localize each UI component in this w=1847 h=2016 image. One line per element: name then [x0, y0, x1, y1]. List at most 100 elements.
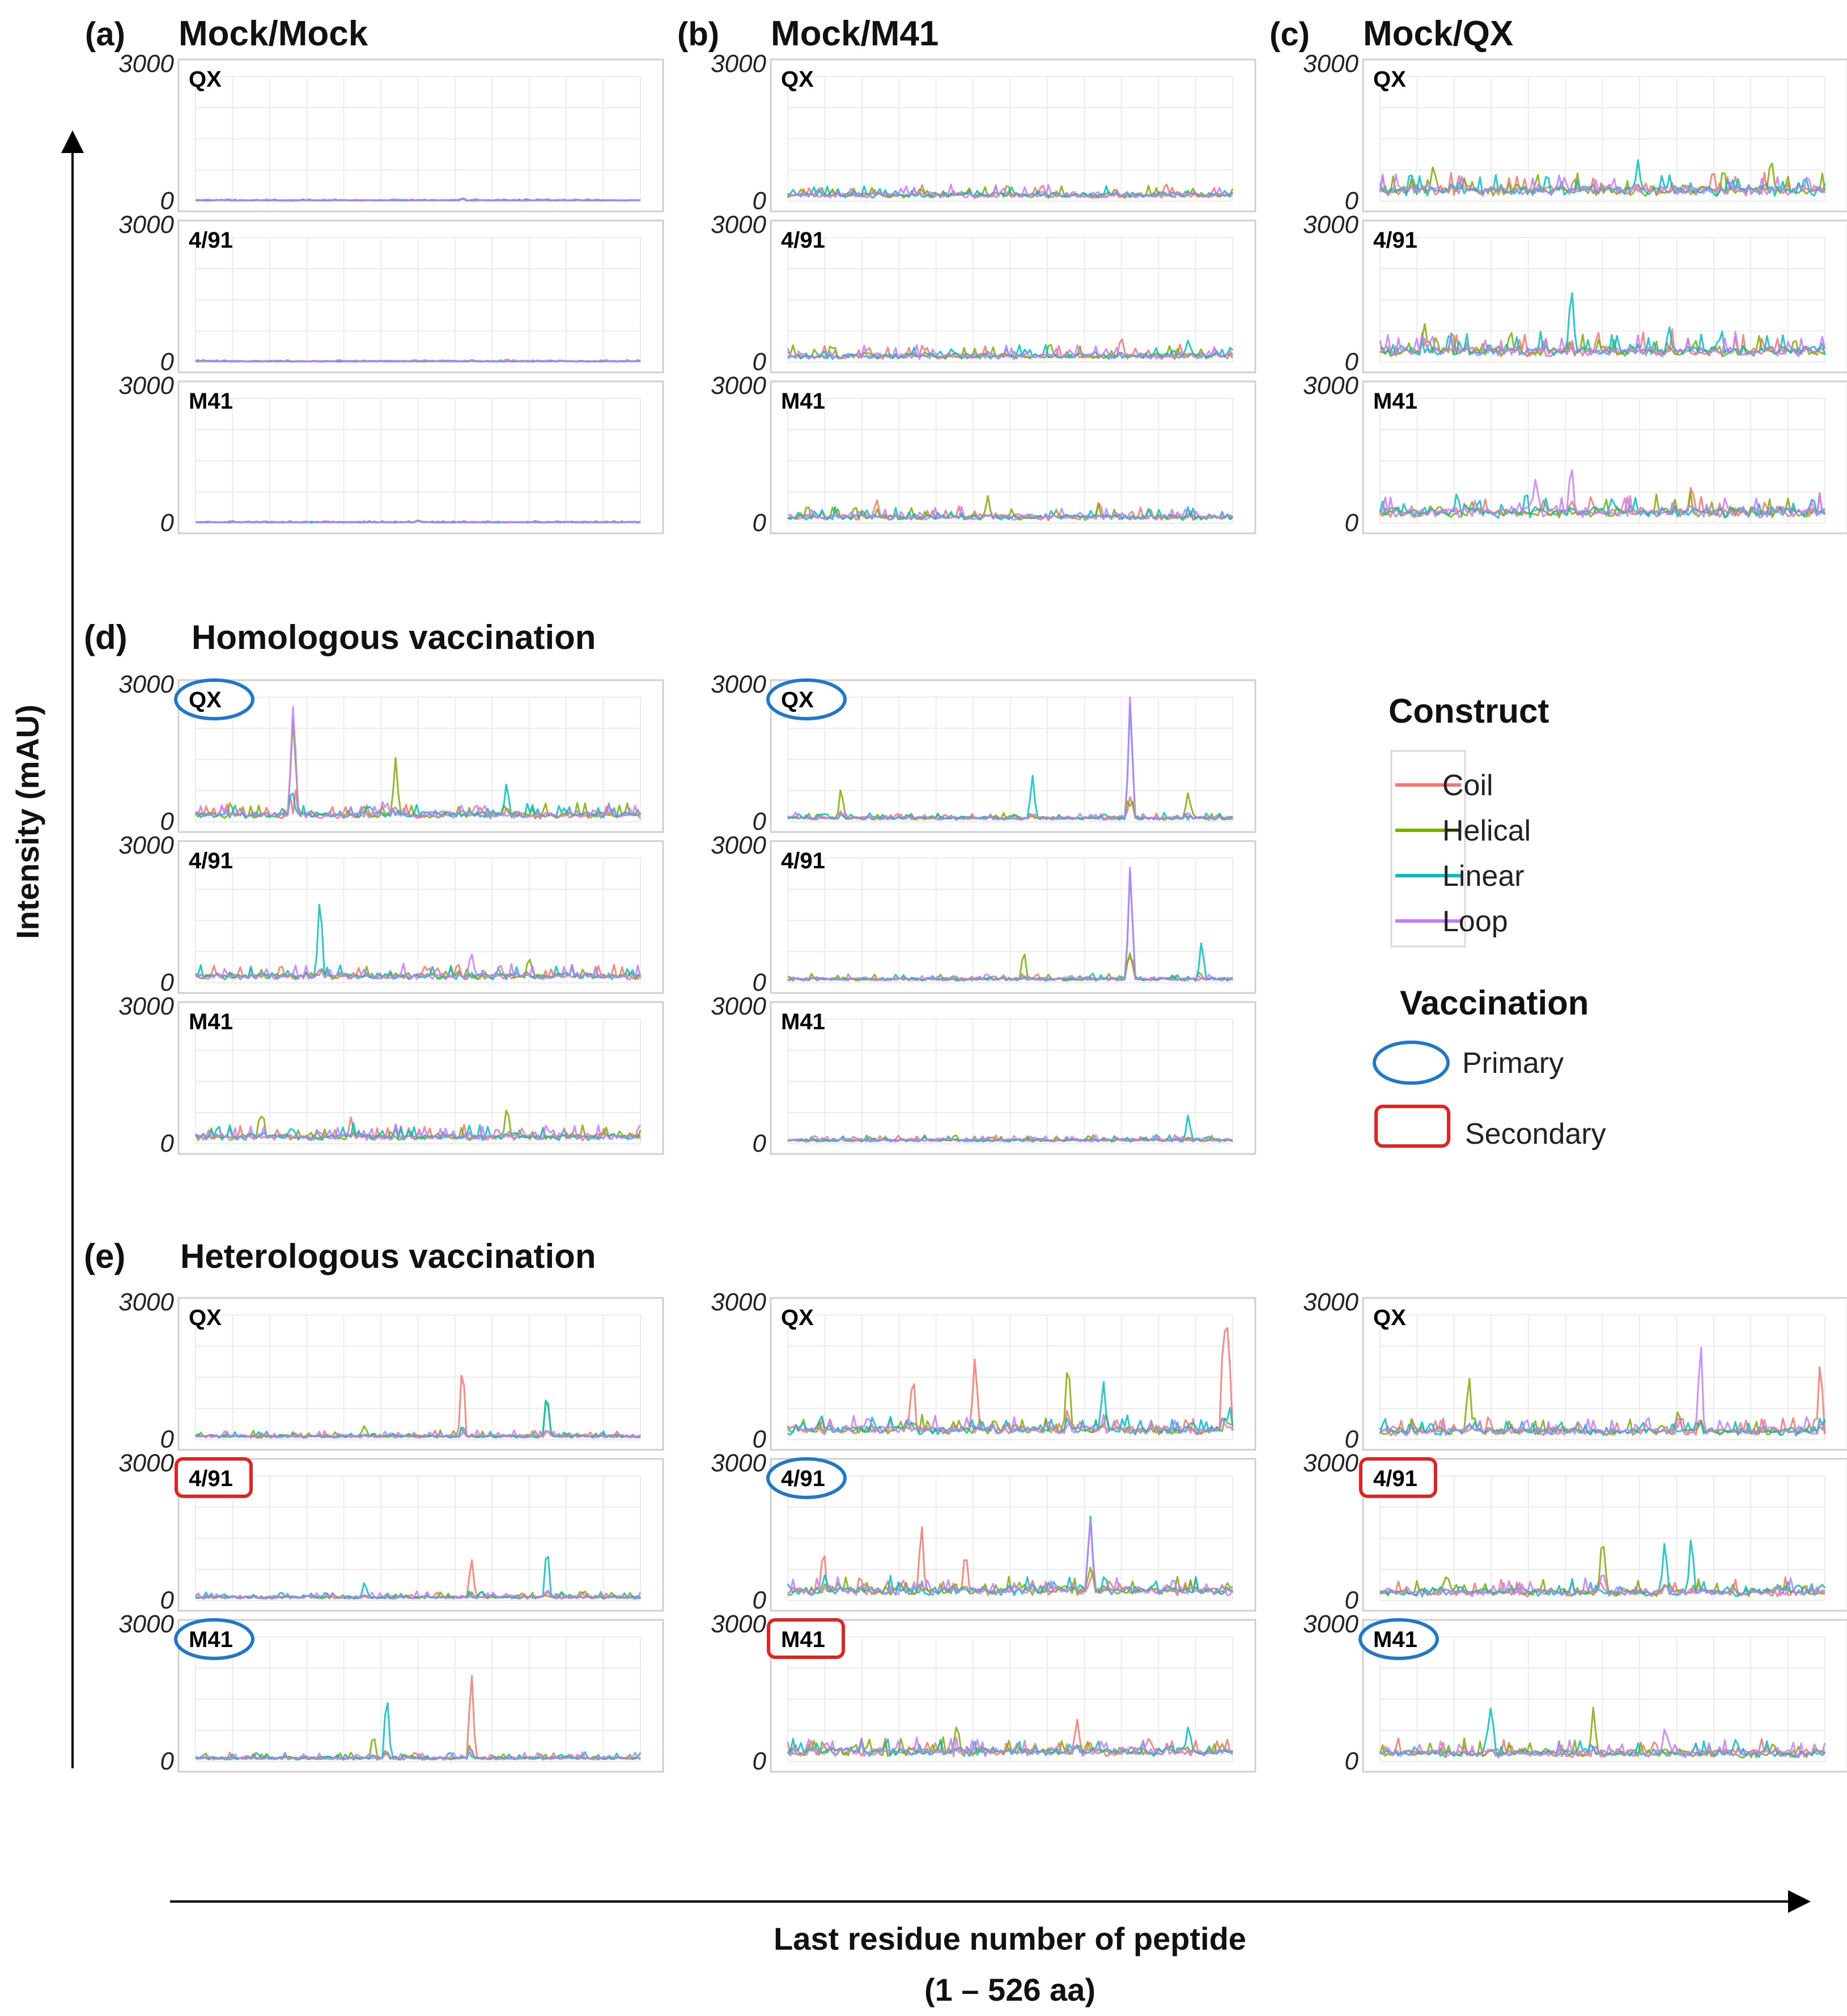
panel: 3000 0 M41 — [711, 992, 1256, 1157]
group-letter: (c) — [1269, 16, 1310, 53]
panel-grid — [1379, 398, 1825, 524]
panel-label: 4/91 — [1373, 1466, 1417, 1491]
panel-label: 4/91 — [1373, 228, 1417, 253]
panel-label: M41 — [781, 389, 825, 414]
panel-grid — [195, 858, 641, 983]
section-e-letter: (e) — [84, 1237, 125, 1275]
panel-grid — [787, 1636, 1233, 1762]
panel-label: QX — [1373, 1305, 1406, 1330]
panel-label: 4/91 — [781, 228, 825, 253]
panel-grid — [1379, 1314, 1825, 1440]
y-tick-max: 3000 — [118, 50, 174, 78]
series-line-loop — [1379, 1729, 1826, 1759]
panel: 3000 0 M41 — [118, 1610, 664, 1775]
y-tick-max: 3000 — [711, 211, 766, 239]
y-tick-max: 3000 — [1303, 211, 1358, 239]
panel-frame — [770, 679, 1256, 833]
legend-series-box — [1390, 750, 1466, 948]
panel: 3000 0 QX — [1303, 1288, 1847, 1453]
primary-mark — [766, 678, 847, 720]
legend-label-coil: Coil — [1442, 769, 1493, 802]
y-tick-min: 0 — [753, 187, 767, 215]
y-tick-min: 0 — [160, 808, 175, 835]
y-tick-max: 3000 — [711, 670, 766, 698]
series-line-helical — [1379, 1546, 1825, 1597]
panel-frame — [177, 1458, 664, 1612]
y-tick-min: 0 — [753, 808, 767, 835]
x-axis-label: Last residue number of peptide — [774, 1921, 1246, 1956]
panel-grid — [195, 1314, 641, 1440]
series-line-loop — [195, 197, 641, 202]
panel-grid — [195, 1475, 641, 1601]
y-tick-max: 3000 — [711, 831, 766, 859]
series-line-loop — [787, 1736, 1233, 1758]
series-line-loop — [195, 359, 640, 363]
y-tick-max: 3000 — [118, 1288, 174, 1316]
panel-frame — [177, 1297, 664, 1451]
panel-label: QX — [189, 1305, 222, 1330]
y-tick-min: 0 — [160, 348, 175, 376]
y-tick-max: 3000 — [1303, 50, 1358, 78]
panel-label: M41 — [781, 1627, 825, 1652]
series-line-linear — [195, 1702, 642, 1761]
series-line-linear — [787, 1515, 1233, 1597]
y-tick-min: 0 — [1345, 187, 1359, 215]
legend-secondary-rect — [1374, 1105, 1450, 1148]
y-tick-min: 0 — [1345, 348, 1359, 376]
series-line-linear — [1379, 159, 1826, 197]
series-line-linear — [787, 185, 1234, 199]
panel: 3000 0 4/91 — [1303, 1449, 1847, 1614]
panel-label: M41 — [1373, 1627, 1417, 1652]
panel-label: M41 — [781, 1009, 825, 1034]
y-tick-min: 0 — [753, 1747, 767, 1775]
panel-frame — [177, 58, 664, 213]
y-tick-min: 0 — [753, 1586, 767, 1614]
panel-grid — [787, 1475, 1233, 1601]
y-tick-max: 3000 — [1303, 1610, 1358, 1638]
series-line-loop — [1379, 331, 1826, 358]
panel-grid — [787, 237, 1233, 363]
panel: 3000 0 4/91 — [118, 831, 664, 996]
y-tick-min: 0 — [160, 1747, 175, 1775]
y-tick-min: 0 — [160, 1586, 175, 1614]
panel: 3000 0 QX — [118, 1288, 664, 1453]
y-tick-min: 0 — [160, 1425, 175, 1453]
legend-secondary-label: Secondary — [1465, 1118, 1606, 1151]
y-tick-max: 3000 — [711, 1288, 766, 1316]
panel-grid — [787, 1018, 1233, 1144]
y-tick-max: 3000 — [711, 992, 766, 1020]
panel-frame — [770, 219, 1256, 374]
panel: 3000 0 M41 — [118, 992, 664, 1157]
section-d-letter: (d) — [84, 618, 128, 656]
group-letter: (b) — [677, 16, 719, 53]
panel-label: 4/91 — [781, 1466, 825, 1491]
series-line-loop — [787, 1134, 1233, 1143]
panel-label: M41 — [189, 389, 233, 414]
panel-label: M41 — [189, 1009, 233, 1034]
panel: 3000 0 4/91 — [118, 1449, 664, 1614]
series-line-loop — [1379, 469, 1826, 519]
panel-frame — [177, 1619, 664, 1773]
panel: 3000 0 QX — [118, 50, 664, 215]
y-tick-min: 0 — [160, 969, 175, 996]
panel-grid — [195, 1018, 641, 1144]
panel: 3000 0 M41 — [711, 1610, 1256, 1775]
panel-grid — [1379, 1636, 1825, 1762]
secondary-mark — [1359, 1457, 1437, 1498]
legend-primary-ellipse — [1373, 1041, 1450, 1085]
panel: 3000 0 QX — [711, 50, 1256, 215]
secondary-mark — [767, 1618, 845, 1659]
panel-label: QX — [781, 1305, 814, 1330]
group-title: Mock/QX — [1363, 14, 1513, 53]
series-line-loop — [1379, 1574, 1825, 1598]
y-tick-max: 3000 — [711, 1610, 766, 1638]
legend: Construct Coil Helical Linear Loop Vacci… — [1373, 692, 1606, 1151]
y-tick-max: 3000 — [118, 372, 174, 400]
series-line-loop — [787, 506, 1233, 521]
section-e-title: Heterologous vaccination — [180, 1237, 596, 1275]
y-tick-max: 3000 — [118, 1610, 174, 1638]
